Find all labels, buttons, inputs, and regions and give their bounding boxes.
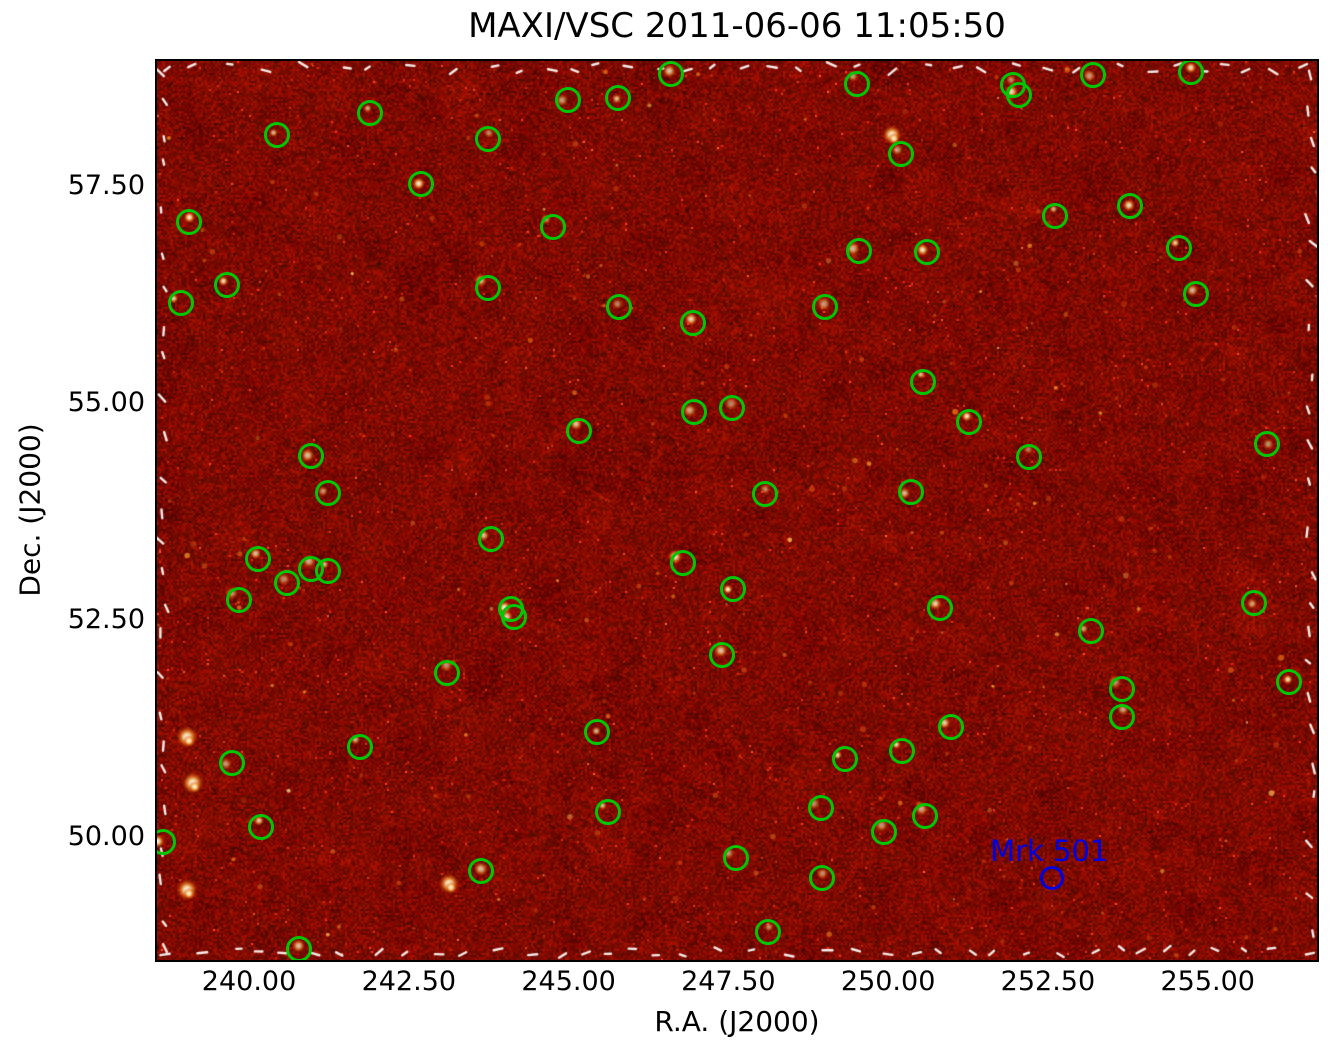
source-circle — [478, 526, 505, 553]
source-circle — [843, 70, 870, 97]
source-circle — [870, 818, 897, 845]
source-circle — [475, 126, 502, 153]
source-circle — [175, 208, 202, 235]
source-circle — [1178, 61, 1205, 86]
source-circle — [898, 479, 925, 506]
source-circle — [910, 369, 937, 396]
source-circle — [565, 417, 592, 444]
source-circle — [754, 919, 781, 946]
source-circle — [225, 586, 252, 613]
y-tick-label: 57.50 — [67, 169, 145, 201]
source-circle — [1080, 61, 1107, 88]
source-circle — [956, 408, 983, 435]
source-circle — [315, 558, 342, 585]
x-tick-label: 250.00 — [840, 966, 936, 997]
source-circle — [657, 61, 684, 88]
source-circle — [298, 442, 325, 469]
source-circle — [475, 275, 502, 302]
source-circle — [680, 310, 707, 337]
x-tick-label: 247.50 — [681, 966, 776, 997]
source-circle — [347, 733, 374, 760]
y-tick-label: 52.50 — [67, 603, 145, 635]
source-circle — [669, 549, 696, 576]
source-circle — [1015, 443, 1042, 470]
source-circle — [595, 799, 622, 826]
source-circle — [468, 857, 495, 884]
y-tick-label: 55.00 — [67, 386, 145, 418]
source-circle — [218, 750, 245, 777]
source-circle — [1275, 669, 1302, 696]
source-circle — [1254, 430, 1281, 457]
source-circle — [407, 171, 434, 198]
x-tick-label: 245.00 — [521, 966, 616, 997]
source-circle — [680, 399, 707, 426]
source-circle — [887, 140, 914, 167]
source-circle — [168, 290, 195, 317]
source-circle — [285, 935, 312, 960]
source-circle — [914, 238, 941, 265]
source-circle — [811, 293, 838, 320]
source-circle — [808, 865, 835, 892]
x-tick-label: 255.00 — [1160, 966, 1255, 997]
source-circle — [214, 271, 241, 298]
source-circle — [912, 802, 939, 829]
source-circle — [264, 121, 291, 148]
source-circle — [315, 480, 342, 507]
y-tick-label: 50.00 — [67, 820, 145, 852]
x-axis-label: R.A. (J2000) — [654, 1005, 820, 1038]
source-circle — [604, 85, 631, 112]
source-circle — [937, 713, 964, 740]
mrk501-label: Mrk 501 — [990, 833, 1109, 868]
source-circle — [723, 844, 750, 871]
source-circle — [1240, 590, 1267, 617]
plot-area — [155, 59, 1319, 962]
source-circle — [751, 481, 778, 507]
source-circle — [808, 795, 835, 822]
source-circle — [1109, 704, 1136, 731]
source-circle — [1077, 618, 1104, 645]
mrk501-circle — [1039, 865, 1064, 890]
x-tick-label: 240.00 — [201, 966, 297, 997]
source-circle — [606, 293, 633, 320]
source-circle — [1117, 192, 1144, 219]
source-circle — [1109, 676, 1136, 703]
y-axis-label: Dec. (J2000) — [13, 423, 47, 597]
source-circle — [248, 814, 275, 841]
source-circle — [1165, 234, 1192, 261]
source-circle — [583, 718, 610, 745]
source-circle — [1006, 81, 1033, 108]
source-circle — [1183, 280, 1210, 307]
source-circle — [554, 87, 581, 114]
source-circle — [244, 546, 271, 573]
x-tick-label: 242.50 — [361, 966, 457, 997]
source-circle — [831, 745, 858, 772]
source-circle — [719, 576, 746, 603]
source-circle — [1041, 203, 1068, 230]
figure-title: MAXI/VSC 2011-06-06 11:05:50 — [468, 6, 1006, 46]
source-circle — [889, 737, 916, 764]
x-tick-label: 252.50 — [1000, 966, 1096, 997]
source-circle — [273, 570, 300, 597]
source-circle — [708, 642, 735, 669]
source-circle — [356, 100, 383, 127]
source-circle — [157, 828, 176, 855]
source-circle — [926, 594, 953, 621]
source-circle — [434, 659, 461, 686]
source-circle — [845, 238, 872, 265]
source-circle — [540, 213, 567, 240]
sky-image — [157, 61, 1317, 960]
source-circle — [501, 604, 528, 631]
source-circle — [719, 395, 746, 422]
